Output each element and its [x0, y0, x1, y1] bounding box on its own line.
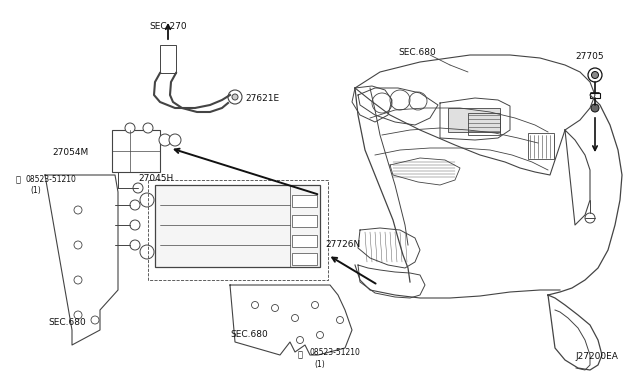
Circle shape: [125, 123, 135, 133]
Bar: [160, 45, 176, 73]
Text: SEC.680: SEC.680: [48, 318, 86, 327]
Circle shape: [143, 123, 153, 133]
Text: J27200EA: J27200EA: [575, 352, 618, 361]
Text: 08523-51210: 08523-51210: [26, 175, 77, 184]
Bar: [292, 235, 317, 247]
Circle shape: [133, 183, 143, 193]
Circle shape: [291, 314, 298, 321]
Circle shape: [591, 71, 598, 78]
Bar: [155, 185, 320, 267]
Bar: [292, 215, 317, 227]
Circle shape: [337, 317, 344, 324]
Circle shape: [312, 301, 319, 308]
Bar: [528, 133, 554, 159]
Text: 27705: 27705: [575, 52, 604, 61]
Text: 27726N: 27726N: [325, 240, 360, 249]
Bar: [292, 195, 317, 207]
Bar: [448, 108, 500, 132]
Circle shape: [130, 220, 140, 230]
Circle shape: [228, 90, 242, 104]
Text: 27045H: 27045H: [138, 174, 173, 183]
Circle shape: [169, 134, 181, 146]
Circle shape: [585, 213, 595, 223]
Text: Ⓢ: Ⓢ: [15, 175, 20, 184]
Circle shape: [140, 245, 154, 259]
Text: SEC.270: SEC.270: [149, 22, 187, 31]
Text: 27054M: 27054M: [52, 148, 88, 157]
Circle shape: [317, 331, 323, 339]
Text: SEC.680: SEC.680: [398, 48, 436, 57]
Circle shape: [74, 311, 82, 319]
Bar: [292, 253, 317, 265]
Circle shape: [74, 206, 82, 214]
Text: 08523-51210: 08523-51210: [309, 348, 360, 357]
Text: (1): (1): [314, 360, 324, 369]
Bar: [468, 113, 500, 135]
Circle shape: [588, 68, 602, 82]
Bar: [590, 93, 600, 98]
Circle shape: [296, 337, 303, 343]
Circle shape: [271, 305, 278, 311]
Circle shape: [252, 301, 259, 308]
Text: 27621E: 27621E: [245, 94, 279, 103]
Circle shape: [74, 276, 82, 284]
Circle shape: [159, 134, 171, 146]
Text: SEC.680: SEC.680: [230, 330, 268, 339]
Circle shape: [232, 94, 238, 100]
Circle shape: [74, 241, 82, 249]
Bar: [112, 130, 160, 172]
Text: (1): (1): [30, 186, 41, 195]
Text: Ⓢ: Ⓢ: [298, 350, 303, 359]
Circle shape: [91, 316, 99, 324]
Circle shape: [130, 240, 140, 250]
Circle shape: [140, 193, 154, 207]
Circle shape: [591, 104, 599, 112]
Circle shape: [130, 200, 140, 210]
